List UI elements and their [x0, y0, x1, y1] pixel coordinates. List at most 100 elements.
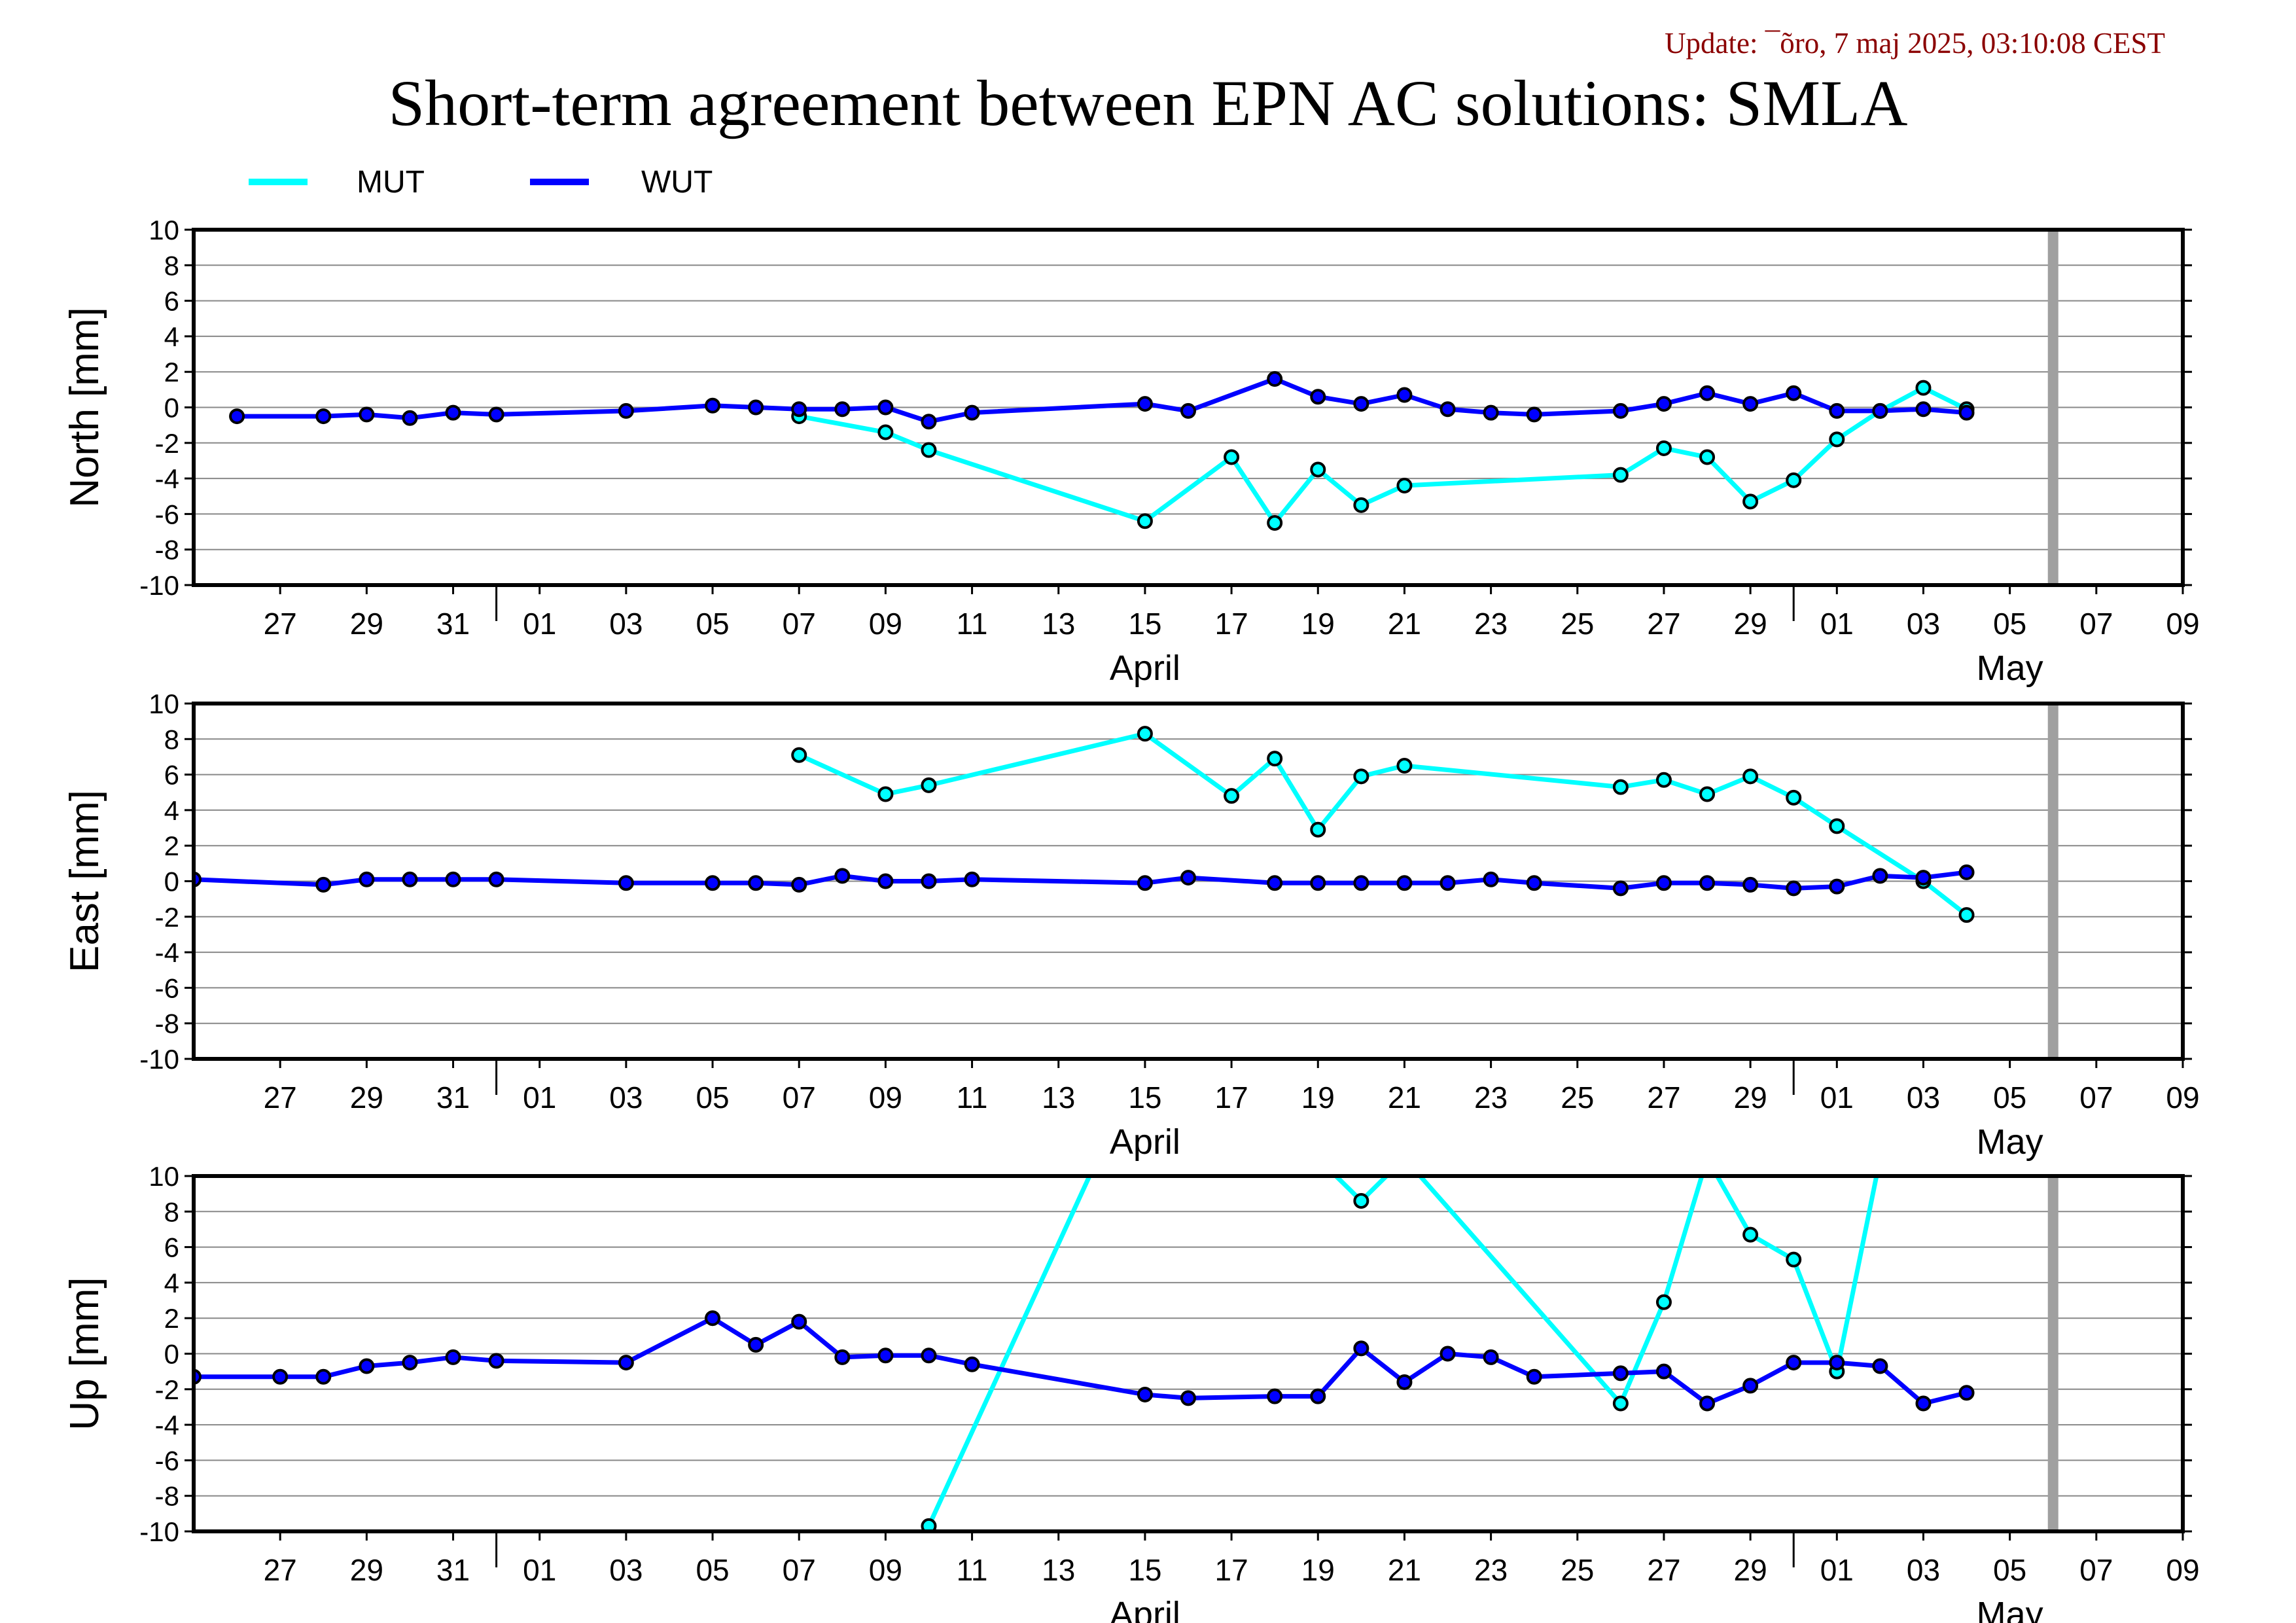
data-point-wut [1742, 1378, 1759, 1394]
series-wut [229, 371, 1975, 430]
y-tick-label: -8 [155, 1008, 179, 1039]
y-tick-label: 0 [164, 1339, 179, 1370]
x-tick-label: 25 [1561, 1553, 1594, 1587]
x-tick-label: 07 [2079, 1080, 2113, 1115]
x-tick-label: 09 [2166, 1080, 2199, 1115]
data-point-mut [1267, 514, 1283, 531]
data-point-mut [1655, 1294, 1672, 1310]
x-tick-label: 11 [957, 607, 988, 641]
data-point-mut [791, 747, 807, 763]
y-tick-label: -2 [155, 428, 179, 459]
x-tick-label: 05 [1993, 1553, 2026, 1587]
data-point-wut [791, 876, 807, 893]
y-tick-label: -10 [139, 570, 179, 601]
x-tick-label: 31 [436, 607, 470, 641]
y-tick-label: -4 [155, 463, 179, 494]
series-line-mut [927, 1176, 1879, 1527]
x-tick-label: 17 [1215, 1553, 1248, 1587]
data-point-mut [1699, 449, 1716, 465]
data-point-mut [1224, 788, 1240, 804]
y-tick-label: -6 [155, 972, 179, 1003]
data-point-wut [877, 1347, 894, 1364]
data-point-mut [1137, 726, 1153, 742]
x-tick-label: 15 [1128, 607, 1161, 641]
data-point-wut [402, 410, 418, 426]
data-point-mut [1699, 786, 1716, 802]
x-tick-label: 29 [350, 1080, 383, 1115]
data-point-wut [1829, 402, 1845, 419]
x-tick-label: 01 [1820, 1080, 1854, 1115]
data-point-wut [834, 868, 851, 884]
y-tick-label: 8 [164, 250, 179, 281]
x-tick-label: 21 [1388, 1553, 1421, 1587]
data-point-wut [791, 1313, 807, 1330]
data-point-mut [1786, 789, 1802, 806]
y-axis-label: Up [mm] [62, 1277, 107, 1430]
data-point-wut [1958, 864, 1975, 880]
data-point-wut [1267, 1388, 1283, 1404]
data-point-wut [877, 399, 894, 416]
data-point-wut [748, 399, 764, 416]
data-point-wut [1137, 396, 1153, 412]
data-point-wut [964, 1356, 980, 1372]
data-point-mut [1829, 818, 1845, 834]
y-axis-label: East [mm] [62, 790, 107, 972]
x-month-label: April [1110, 1122, 1180, 1162]
y-tick-label: -6 [155, 499, 179, 529]
data-point-wut [359, 406, 375, 423]
data-point-wut [1699, 385, 1716, 401]
y-tick-label: 8 [164, 1196, 179, 1227]
legend-wut-swatch [530, 179, 589, 185]
data-point-wut [1872, 402, 1888, 419]
chart-title: Short-term agreement between EPN AC solu… [388, 67, 1908, 139]
data-point-wut [964, 404, 980, 421]
x-tick-label: 17 [1215, 1080, 1248, 1115]
data-point-mut [1396, 477, 1413, 493]
data-point-wut [359, 871, 375, 887]
data-point-wut [1137, 875, 1153, 891]
data-point-wut [1699, 1395, 1716, 1412]
y-tick-label: -10 [139, 1044, 179, 1075]
data-point-wut [921, 873, 937, 889]
data-point-wut [445, 404, 461, 421]
data-point-wut [705, 1310, 721, 1327]
x-tick-label: 29 [1734, 1553, 1767, 1587]
update-timestamp: Update: ¯õro, 7 maj 2025, 03:10:08 CEST [1665, 27, 2165, 60]
data-point-wut [1180, 402, 1196, 419]
data-point-mut [1742, 768, 1759, 785]
y-tick-label: 2 [164, 1303, 179, 1334]
data-point-wut [1310, 1388, 1326, 1404]
data-point-wut [1526, 1368, 1542, 1385]
data-point-wut [315, 876, 332, 893]
data-point-wut [1958, 404, 1975, 421]
x-tick-label: 19 [1301, 1080, 1335, 1115]
x-tick-label: 03 [1907, 1553, 1940, 1587]
y-tick-label: -8 [155, 535, 179, 565]
x-tick-label: 31 [436, 1553, 470, 1587]
data-point-wut [1267, 875, 1283, 891]
x-tick-label: 29 [1734, 607, 1767, 641]
x-tick-label: 13 [1042, 607, 1075, 641]
data-point-wut [1655, 875, 1672, 891]
x-tick-label: 07 [783, 607, 816, 641]
data-point-mut [1958, 907, 1975, 923]
data-point-wut [1353, 875, 1369, 891]
x-tick-label: 09 [869, 1553, 902, 1587]
x-tick-label: 21 [1388, 1080, 1421, 1115]
data-point-wut [1958, 1385, 1975, 1401]
series-wut [194, 1310, 1975, 1412]
y-tick-label: 0 [164, 866, 179, 897]
data-point-wut [1526, 406, 1542, 423]
data-point-wut [445, 871, 461, 887]
x-tick-label: 29 [350, 1553, 383, 1587]
data-point-wut [359, 1358, 375, 1374]
data-point-wut [618, 875, 634, 891]
x-tick-label: 27 [264, 1080, 297, 1115]
data-point-wut [1483, 871, 1499, 887]
plot-frame [192, 1174, 2185, 1533]
panel-1: 10 8 6 4 2 0 -2 -4 -6 -8 -10 East [mm] 27 29 31 01 03 05 0… [62, 688, 2200, 1162]
data-point-wut [618, 402, 634, 419]
x-tick-label: 19 [1301, 1553, 1335, 1587]
data-point-wut [1526, 875, 1542, 891]
